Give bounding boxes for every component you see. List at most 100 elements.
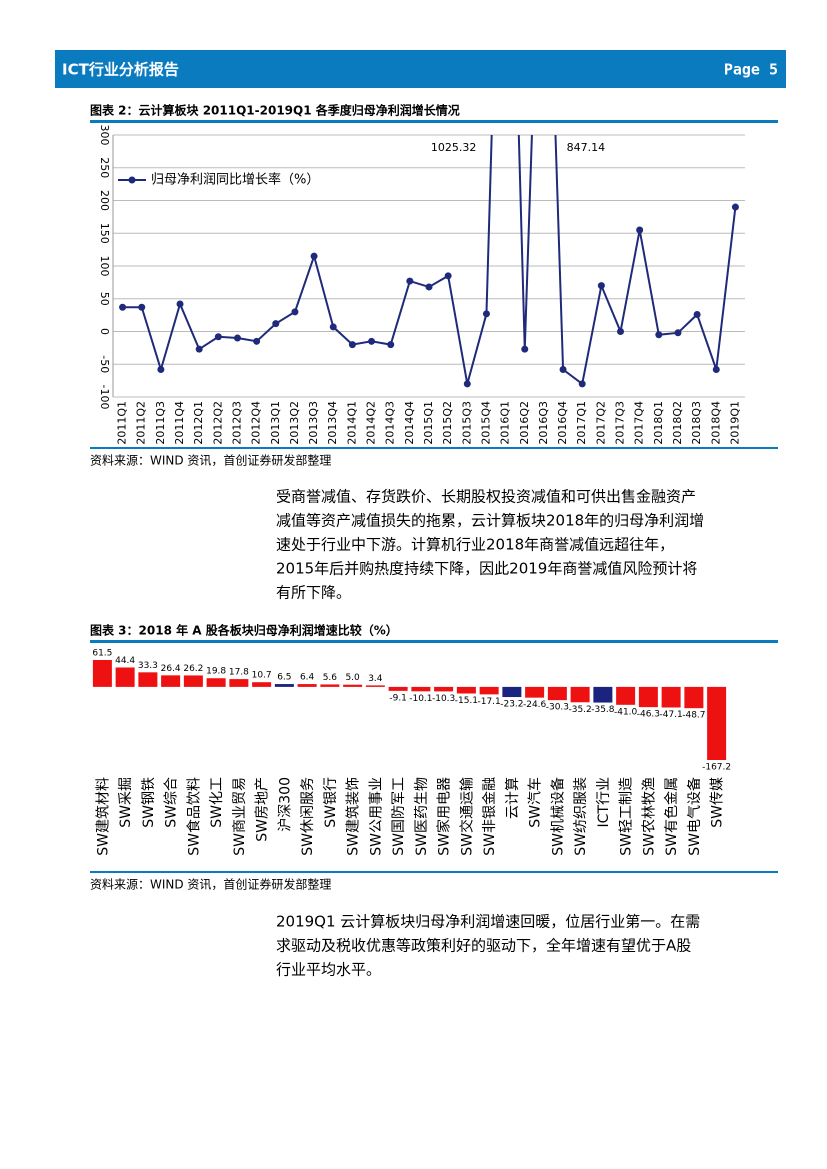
data-point <box>310 252 318 260</box>
data-point <box>444 272 452 280</box>
x-tick-label: 2018Q3 <box>690 401 703 445</box>
x-tick-label: SW房地产 <box>255 777 271 842</box>
data-label: -41.0 <box>614 707 638 717</box>
bar <box>320 684 340 687</box>
bar <box>570 686 590 703</box>
x-tick-label: 2017Q2 <box>594 401 607 445</box>
data-label: 847.14 <box>567 141 606 154</box>
x-tick-label: SW交通运输 <box>458 777 475 856</box>
data-label: 10.7 <box>252 671 272 681</box>
data-point <box>348 341 356 349</box>
data-point <box>597 282 605 290</box>
x-tick-label: SW商业贸易 <box>232 777 248 856</box>
y-tick-label: 50 <box>98 292 111 306</box>
data-point <box>157 365 165 373</box>
data-point <box>214 333 222 341</box>
bar <box>388 686 408 691</box>
x-tick-label: SW家用电器 <box>436 777 453 856</box>
bar <box>365 685 385 687</box>
data-point <box>731 203 739 211</box>
x-tick-label: 2012Q2 <box>211 401 224 445</box>
data-point <box>387 341 395 349</box>
data-label: -167.2 <box>702 763 731 773</box>
data-label: 33.3 <box>138 661 158 671</box>
data-point <box>233 334 241 342</box>
bar <box>547 686 567 701</box>
figure-caption: 图表 2：云计算板块 2011Q1-2019Q1 各季度归母净利润增长情况 <box>90 103 460 118</box>
rule <box>90 640 778 643</box>
x-tick-label: SW农林牧渔 <box>641 777 657 856</box>
data-label: -10.1 <box>409 694 432 704</box>
bar <box>456 686 476 694</box>
bar <box>92 660 112 687</box>
x-tick-label: 2018Q4 <box>709 401 722 445</box>
plot-area <box>119 135 739 388</box>
x-tick-label: 2013Q1 <box>269 401 282 445</box>
y-tick-label: 150 <box>98 223 111 244</box>
data-label: 6.4 <box>300 673 315 683</box>
data-label: -23.2 <box>500 700 523 710</box>
x-tick-label: SW建筑材料 <box>95 777 111 856</box>
data-point <box>329 323 337 331</box>
data-point <box>195 345 203 353</box>
paragraph-line: 有所下降。 <box>276 584 351 602</box>
x-tick-label: 2011Q1 <box>116 401 129 445</box>
bar <box>525 686 545 698</box>
data-point <box>655 331 663 339</box>
x-tick-label: SW汽车 <box>527 777 544 828</box>
x-tick-label: SW钢铁 <box>141 777 157 828</box>
data-label: 6.5 <box>277 673 291 683</box>
data-label: 5.0 <box>345 673 360 683</box>
bar <box>115 667 135 687</box>
x-tick-label: 2014Q1 <box>345 401 358 445</box>
y-tick-label: -50 <box>98 355 111 373</box>
source: 资料来源：WIND 资讯，首创证券研发部整理 <box>90 453 331 468</box>
data-label: 3.4 <box>368 674 383 684</box>
x-tick-label: 2015Q2 <box>441 401 454 445</box>
bar <box>434 686 454 692</box>
data-point <box>674 329 682 337</box>
bar <box>183 675 203 687</box>
data-point <box>138 303 146 311</box>
bar <box>138 672 158 687</box>
paragraph-line: 行业平均水平。 <box>276 961 381 979</box>
paragraph-line: 2019Q1 云计算板块归母净利润增速回暖，位居行业第一。在需 <box>276 913 700 931</box>
data-point <box>425 283 433 291</box>
x-tick-label: 2016Q3 <box>537 401 550 445</box>
x-tick-label: SW公用事业 <box>368 777 384 856</box>
x-tick-label: 2016Q1 <box>499 401 512 445</box>
x-tick-label: 2018Q2 <box>671 401 684 445</box>
bar <box>252 682 272 687</box>
data-point <box>693 310 701 318</box>
x-tick-label: 2013Q4 <box>326 401 339 445</box>
bar <box>297 684 317 687</box>
source: 资料来源：WIND 资讯，首创证券研发部整理 <box>90 877 331 892</box>
data-label: 26.2 <box>183 664 203 674</box>
x-tick-label: SW食品饮料 <box>185 777 202 856</box>
x-tick-label: 2015Q1 <box>422 401 435 445</box>
paragraph-line: 求驱动及税收优惠等政策利好的驱动下，全年增速有望优于A股 <box>276 937 691 955</box>
bar <box>661 686 681 708</box>
data-label: 26.4 <box>161 664 181 674</box>
data-point <box>176 300 184 308</box>
x-tick-label: SW纺织服装 <box>573 777 589 856</box>
x-tick-label: SW国防军工 <box>391 777 407 856</box>
bar <box>638 686 658 708</box>
x-tick-label: SW银行 <box>323 777 339 828</box>
x-tick-label: 2012Q4 <box>250 401 263 445</box>
x-tick-label: SW机械设备 <box>549 777 566 856</box>
x-tick-label: SW综合 <box>164 777 180 828</box>
x-tick-label: 2012Q1 <box>192 401 205 445</box>
data-label: 17.8 <box>229 668 249 678</box>
y-tick-label: 100 <box>98 256 111 277</box>
x-tick-label: SW医药生物 <box>414 777 430 856</box>
x-tick-label: 2017Q1 <box>575 401 588 445</box>
data-label: -47.1 <box>659 710 682 720</box>
data-point <box>253 337 261 345</box>
rule <box>90 871 778 873</box>
bar <box>616 686 636 705</box>
rule <box>90 447 778 449</box>
paragraph-line: 2015年后并购热度持续下降，因此2019年商誉减值风险预计将 <box>276 560 697 578</box>
bar <box>684 686 704 709</box>
